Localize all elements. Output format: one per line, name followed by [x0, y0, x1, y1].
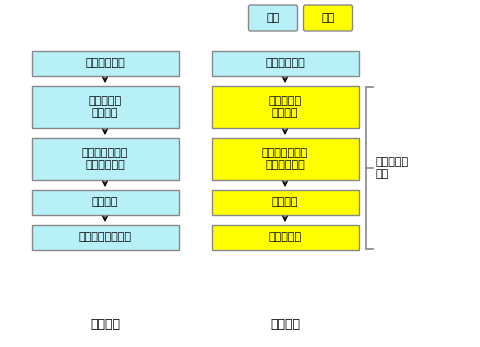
Text: 合否判定: 合否判定 [272, 197, 298, 208]
Text: 自動で探傷結果
のマップ作成: 自動で探傷結果 のマップ作成 [262, 148, 308, 170]
FancyBboxPatch shape [212, 138, 359, 180]
Text: 自走式ロボ
自動探傷: 自走式ロボ 自動探傷 [268, 96, 301, 118]
FancyBboxPatch shape [212, 225, 359, 250]
FancyBboxPatch shape [212, 190, 359, 215]
Text: 結果を検査帳票
へ手書き記入: 結果を検査帳票 へ手書き記入 [82, 148, 128, 170]
Text: 人手: 人手 [266, 13, 280, 23]
FancyBboxPatch shape [212, 51, 359, 76]
Text: ロボ: ロボ [322, 13, 335, 23]
Text: 手押し台車
手動探傷: 手押し台車 手動探傷 [88, 96, 121, 118]
Text: 開発技術: 開発技術 [270, 319, 300, 331]
Text: 板搬入・設置: 板搬入・設置 [265, 59, 305, 68]
Text: 自動で保存: 自動で保存 [268, 232, 301, 243]
FancyBboxPatch shape [32, 51, 179, 76]
FancyBboxPatch shape [32, 190, 179, 215]
Text: 板搬入・設置: 板搬入・設置 [85, 59, 125, 68]
Text: 従来技術: 従来技術 [90, 319, 120, 331]
Text: 検査信頼性
向上: 検査信頼性 向上 [375, 157, 408, 179]
FancyBboxPatch shape [32, 225, 179, 250]
FancyBboxPatch shape [212, 86, 359, 128]
FancyBboxPatch shape [249, 5, 298, 31]
FancyBboxPatch shape [32, 138, 179, 180]
Text: 合否判定: 合否判定 [92, 197, 118, 208]
FancyBboxPatch shape [303, 5, 352, 31]
FancyBboxPatch shape [32, 86, 179, 128]
Text: 結果をインプット: 結果をインプット [79, 232, 132, 243]
